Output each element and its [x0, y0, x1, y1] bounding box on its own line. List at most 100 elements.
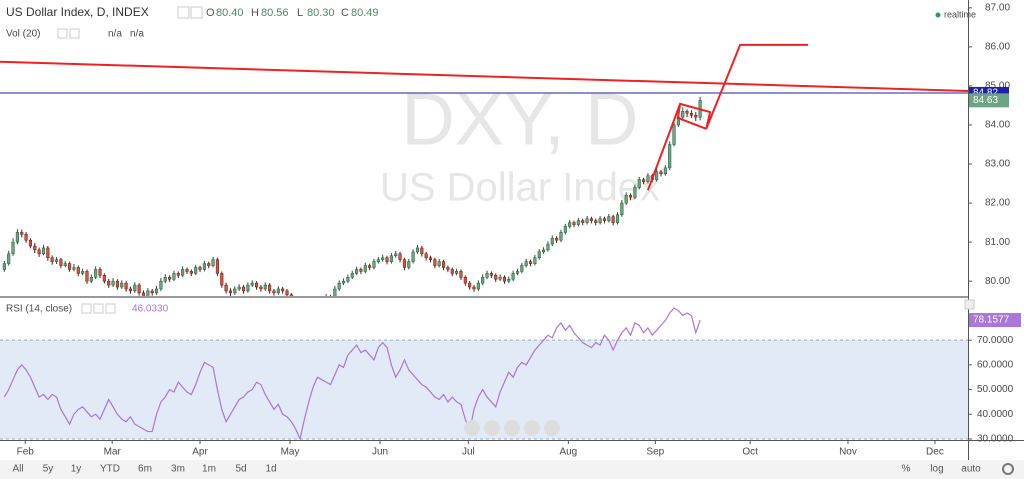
candle-body: [611, 216, 615, 223]
y-tick-label: 30.0000: [977, 434, 1014, 445]
candle-body: [511, 273, 515, 280]
candle-body: [476, 282, 480, 290]
candle-body: [428, 257, 433, 260]
candle-body: [394, 253, 398, 257]
range-button[interactable]: YTD: [100, 464, 120, 475]
y-tick-label: 81.00: [985, 237, 1010, 248]
candle-body: [220, 273, 224, 286]
range-button[interactable]: 1m: [202, 464, 216, 475]
candle-body: [76, 267, 80, 274]
range-button[interactable]: 3m: [171, 464, 185, 475]
status: realtime: [944, 9, 976, 19]
candle-body: [202, 263, 206, 270]
candle-body: [128, 288, 133, 292]
candle-body: [359, 269, 363, 272]
icon[interactable]: [105, 303, 116, 314]
status-dot: [935, 12, 941, 18]
ohlc-value: 80.30: [307, 7, 335, 19]
candle-body: [433, 259, 437, 266]
candle-body: [442, 261, 446, 268]
candle-body: [154, 288, 159, 294]
y-tick-label: 40.0000: [977, 409, 1014, 420]
ohlc-value: 80.40: [216, 7, 244, 19]
candle-body: [420, 247, 424, 255]
candle-body: [633, 187, 637, 198]
scale-button[interactable]: auto: [961, 464, 981, 475]
candle-body: [642, 179, 646, 182]
axes: 80.00 81.00 82.00 83.00 84.00 85.00 86.00 87.00…: [17, 2, 1021, 458]
candle-body: [346, 277, 350, 282]
candle-body: [528, 261, 533, 264]
icon[interactable]: [964, 299, 975, 310]
x-tick-label: Aug: [559, 447, 577, 458]
candle-body: [602, 218, 607, 221]
icon[interactable]: [81, 303, 92, 314]
candle-body: [607, 216, 611, 221]
candle-body: [285, 290, 289, 296]
settings-icon[interactable]: [1002, 463, 1014, 475]
range-button[interactable]: 1y: [71, 464, 82, 475]
candle-body: [542, 249, 546, 253]
range-button[interactable]: All: [12, 464, 23, 475]
candle-body: [172, 273, 176, 280]
candle-body: [115, 280, 119, 288]
candle-body: [668, 144, 672, 169]
x-tick-label: Sep: [646, 447, 664, 458]
rsi-last-tag: [969, 313, 1021, 328]
candle-body: [15, 232, 19, 243]
icon[interactable]: [177, 6, 190, 19]
candle-body: [463, 277, 467, 284]
candle-body: [107, 280, 111, 286]
candle-body: [333, 288, 337, 296]
candle-body: [211, 259, 215, 266]
candle-body: [33, 245, 37, 251]
volume-value: n/a: [130, 29, 144, 40]
candle-body: [98, 269, 102, 276]
range-button[interactable]: 5y: [43, 464, 54, 475]
candle-body: [502, 277, 506, 282]
scale-button[interactable]: %: [902, 464, 911, 475]
zoom-out[interactable]: [484, 420, 500, 436]
candle-body: [628, 195, 633, 198]
candle-body: [589, 218, 593, 221]
y-tick-label: 85.00: [985, 81, 1010, 92]
rsi-line: [3, 307, 701, 440]
x-tick-label: Mar: [104, 447, 122, 458]
candle-body: [24, 234, 28, 241]
level-tag-label: 84.82: [973, 88, 998, 99]
candle-body: [54, 259, 59, 262]
volume-value: n/a: [108, 29, 122, 40]
range-button[interactable]: 1d: [265, 464, 276, 475]
range-button[interactable]: 5d: [235, 464, 246, 475]
icon[interactable]: [190, 6, 203, 19]
icon[interactable]: [69, 28, 80, 39]
candle-body: [398, 253, 402, 260]
ohlc-key: H: [251, 7, 259, 19]
scale-button[interactable]: log: [930, 464, 943, 475]
candle-body: [685, 111, 689, 114]
candle-body: [111, 280, 115, 286]
range-button[interactable]: 6m: [138, 464, 152, 475]
candle-body: [46, 247, 50, 258]
candle-body: [694, 114, 698, 118]
icon[interactable]: [93, 303, 104, 314]
x-tick-label: Nov: [839, 447, 857, 458]
scroll-right[interactable]: [544, 420, 560, 436]
zoom-in[interactable]: [524, 420, 540, 436]
candle-body: [637, 179, 641, 188]
scroll-left[interactable]: [464, 420, 480, 436]
candle-body: [259, 286, 263, 290]
candle-body: [233, 288, 237, 294]
candle-body: [59, 259, 63, 266]
candle-body: [624, 195, 628, 204]
rsi-last-label: 78.1577: [973, 315, 1010, 326]
icon[interactable]: [57, 28, 68, 39]
candle-body: [250, 282, 254, 286]
toolbar: [0, 460, 1024, 479]
reset[interactable]: [504, 420, 520, 436]
candle-body: [72, 267, 76, 270]
watermark: DXY, D: [401, 78, 638, 161]
candle-body: [228, 290, 233, 294]
candle-body: [28, 239, 32, 247]
candle-body: [550, 237, 554, 245]
